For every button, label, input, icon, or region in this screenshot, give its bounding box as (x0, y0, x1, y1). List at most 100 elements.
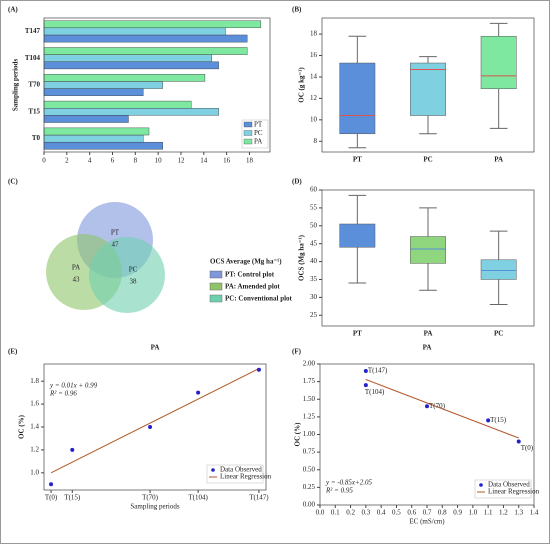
point-label: T(70) (429, 402, 446, 410)
bar (43, 81, 163, 89)
y-tick-label: 35 (310, 275, 318, 283)
legend-label: Linear Regression (488, 488, 540, 496)
legend-swatch (209, 270, 223, 279)
y-tick-label: 18 (310, 30, 318, 38)
legend-label: PC (254, 129, 263, 137)
x-tick-label: 0.3 (361, 509, 370, 517)
bar (43, 88, 144, 96)
x-tick-label: PA (424, 330, 433, 338)
x-tick-label: 0.5 (392, 509, 401, 517)
legend-label: PA: Amended plot (225, 283, 280, 291)
x-tick-label: 0.6 (407, 509, 416, 517)
x-tick-label: 16 (223, 157, 231, 165)
data-point (70, 447, 75, 452)
y-tick-label: 16 (310, 51, 318, 59)
y-axis-label: OCS (Mg ha⁻¹) (298, 234, 306, 281)
venn-name: PC (129, 266, 138, 274)
legend-marker (479, 483, 483, 487)
data-point (148, 425, 153, 429)
legend-label: PT: Control plot (225, 271, 275, 279)
legend-label: PA (254, 138, 262, 146)
venn-value: 38 (130, 278, 138, 286)
x-tick-label: 1.2 (499, 509, 508, 517)
x-axis-label: Sampling periods (130, 503, 179, 511)
x-tick-label: PT (353, 156, 362, 164)
x-tick-label: PC (423, 156, 432, 164)
y-axis-label: OC (%) (18, 414, 26, 439)
annotation: y = 0.01x + 0.99 (49, 382, 98, 390)
x-tick-label: 14 (200, 157, 208, 165)
bar (43, 20, 262, 29)
venn-circle (89, 237, 165, 313)
plot-frame (43, 363, 267, 491)
y-tick-label: 30 (310, 293, 318, 301)
y-tick-label: 10 (310, 115, 318, 123)
x-tick-label: 1.3 (514, 509, 523, 517)
x-tick-label: PT (353, 330, 362, 338)
y-tick-label: 1.25 (303, 412, 316, 420)
y-tick-label: 8 (314, 137, 318, 145)
point-label: T(104) (365, 388, 385, 396)
data-point (256, 367, 261, 372)
legend-label: Linear Regression (220, 473, 272, 481)
annotation: R² = 0.95 (325, 487, 353, 495)
y-tick-label: 14 (310, 73, 318, 81)
y-tick-label: T70 (28, 81, 40, 89)
legend-label: Data Observed (488, 481, 530, 489)
data-point (486, 418, 491, 423)
y-tick-label: T147 (25, 27, 41, 35)
x-tick-label: 8 (134, 157, 138, 165)
y-tick-label: 0.00 (303, 501, 316, 509)
panel-label: (E) (8, 348, 18, 356)
bar (43, 108, 219, 116)
y-axis-label: OC (g kg⁻¹) (298, 67, 306, 103)
panel-label: (F) (292, 348, 302, 356)
x-tick-label: 0.4 (377, 509, 386, 517)
x-tick-label: T(15) (64, 494, 81, 502)
y-tick-label: 1.00 (303, 430, 316, 438)
data-point (363, 383, 368, 388)
plot-frame (321, 189, 535, 327)
bar (43, 61, 219, 70)
bar (43, 54, 212, 62)
bar (43, 47, 248, 55)
panel-label: (C) (8, 178, 18, 186)
box (339, 62, 376, 135)
y-tick-label: 45 (310, 239, 318, 247)
x-tick-label: 1.0 (468, 509, 477, 517)
x-tick-label: T(104) (188, 494, 208, 502)
y-tick-label: 1.8 (30, 377, 39, 385)
bar (43, 115, 129, 123)
legend-label: PT (254, 121, 263, 129)
venn-name: PA (72, 264, 80, 272)
y-tick-label: T0 (32, 134, 41, 142)
x-tick-label: PC (494, 330, 503, 338)
x-tick-label: 1.1 (484, 509, 493, 517)
plot-frame (43, 17, 271, 153)
y-tick-label: 0.50 (303, 465, 316, 473)
x-tick-label: 0.8 (438, 509, 447, 517)
point-label: T(147) (368, 367, 388, 375)
legend-title: OCS Average (Mg ha⁻¹) (210, 258, 282, 266)
x-tick-label: 4 (88, 157, 92, 165)
x-tick-label: T(147) (249, 494, 269, 502)
legend-label: PC: Conventional plot (225, 295, 293, 303)
box (480, 35, 517, 90)
x-tick-label: T(0) (45, 494, 58, 502)
legend-swatch (209, 282, 223, 291)
bar (43, 127, 150, 136)
y-tick-label: 2.00 (303, 360, 316, 368)
y-tick-label: T104 (25, 54, 41, 62)
y-tick-label: 50 (310, 221, 318, 229)
x-tick-label: PA (494, 156, 503, 164)
x-tick-label: 10 (155, 157, 163, 165)
y-tick-label: 0.75 (303, 448, 316, 456)
y-tick-label: 60 (310, 186, 318, 194)
y-tick-label: 55 (310, 204, 318, 212)
legend-marker (211, 468, 215, 472)
legend-swatch (243, 121, 253, 128)
y-tick-label: 1.6 (30, 400, 39, 408)
y-tick-label: 1.2 (30, 446, 39, 454)
plot-frame (321, 17, 535, 153)
box (480, 259, 517, 280)
